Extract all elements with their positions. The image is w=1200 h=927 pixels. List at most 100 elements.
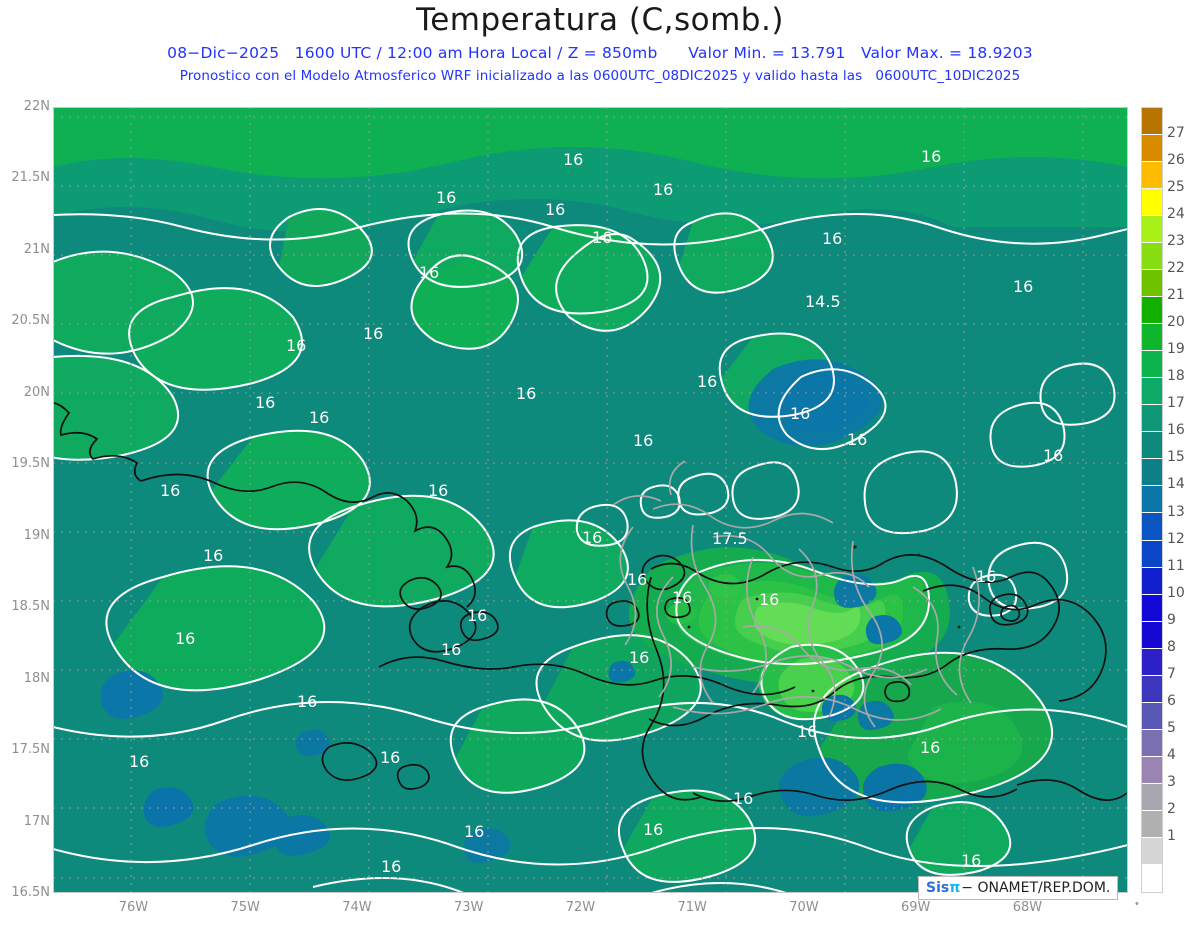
y-axis-tick-18N: 18N — [23, 670, 50, 686]
contour-label: 16 — [921, 147, 942, 166]
colorbar-swatch — [1142, 297, 1162, 325]
colorbar-tick-label: 15 — [1167, 449, 1185, 466]
page-title: Temperatura (C,somb.) — [416, 2, 784, 38]
contour-label: 16 — [1013, 277, 1034, 296]
contour-label: 16 — [653, 180, 674, 199]
x-axis-tick-72W: 72W — [565, 900, 596, 915]
colorbar-swatch — [1142, 567, 1162, 595]
colorbar-swatch — [1142, 351, 1162, 379]
contour-label: 16 — [160, 481, 181, 500]
contour-label: 16 — [920, 738, 941, 757]
colorbar-tick-label: 20 — [1167, 314, 1185, 331]
contour-label: 17.5 — [712, 529, 748, 548]
contour-label: 16 — [255, 393, 276, 412]
colorbar-swatch — [1142, 837, 1162, 865]
colorbar-tick-label: 3 — [1167, 773, 1176, 790]
y-axis-tick-17.5N: 17.5N — [11, 742, 50, 758]
colorbar-swatch — [1142, 513, 1162, 541]
colorbar-tick-label: 25 — [1167, 179, 1185, 196]
colorbar-swatch — [1142, 108, 1162, 136]
y-axis-tick-17N: 17N — [23, 813, 50, 829]
province-borders — [612, 460, 980, 728]
colorbar-tick-label: 19 — [1167, 341, 1185, 358]
x-axis-tick-76W: 76W — [118, 900, 149, 915]
colorbar-tick-label: 10 — [1167, 584, 1185, 601]
contour-label: 16 — [129, 752, 150, 771]
colorbar-swatch — [1142, 810, 1162, 838]
colorbar-swatch — [1142, 648, 1162, 676]
contour-lines-16c — [53, 208, 1128, 893]
forecast-meta-line-1: 08−Dic−2025 1600 UTC / 12:00 am Hora Loc… — [167, 44, 1033, 62]
x-axis-tick-70W: 70W — [789, 900, 819, 915]
colorbar-tick-label: 7 — [1167, 665, 1176, 682]
contour-label: 16 — [672, 588, 693, 607]
colorbar-swatch — [1142, 135, 1162, 163]
colorbar-swatch — [1142, 702, 1162, 730]
colorbar-swatch — [1142, 189, 1162, 217]
colorbar-swatch — [1142, 729, 1162, 757]
contour-label: 16 — [633, 431, 654, 450]
x-axis-tick-68W: 68W — [1012, 900, 1043, 915]
x-axis-tick-69W: 69W — [900, 900, 931, 915]
colorbar-tick-label: 4 — [1167, 746, 1176, 763]
colorbar-swatch — [1142, 540, 1162, 568]
contour-label: 16 — [759, 590, 780, 609]
contour-label: 16 — [976, 567, 997, 586]
x-axis-tick-71W: 71W — [677, 900, 707, 915]
contour-label: 16 — [847, 430, 868, 449]
contour-label: 16 — [380, 748, 401, 767]
y-axis-tick-21N: 21N — [23, 241, 50, 257]
x-axis-tick-73W: 73W — [453, 900, 484, 915]
y-axis-tick-19N: 19N — [23, 527, 50, 543]
y-axis-tick-16.5N: 16.5N — [11, 885, 50, 900]
colorbar-swatch — [1142, 594, 1162, 622]
map-canvas — [53, 107, 1128, 893]
logo-agency-text: − ONAMET/REP.DOM. — [961, 880, 1111, 896]
colorbar-tick-label: 8 — [1167, 638, 1176, 655]
corner-tick-mark: • — [1135, 898, 1139, 910]
colorbar-tick-label: 17 — [1167, 395, 1185, 412]
contour-label: 16 — [297, 692, 318, 711]
y-axis-tick-19.5N: 19.5N — [11, 456, 50, 472]
contour-label: 16 — [961, 851, 982, 870]
logo-pi-icon: π — [949, 880, 960, 896]
contour-label: 16 — [790, 404, 811, 423]
colorbar-tick-label: 9 — [1167, 611, 1176, 628]
colorbar-tick-label: 23 — [1167, 233, 1185, 250]
contour-label: 16 — [286, 336, 307, 355]
colorbar-tick-label: 27 — [1167, 125, 1185, 142]
colorbar-tick-label: 6 — [1167, 692, 1176, 709]
colorbar-swatch — [1142, 405, 1162, 433]
contour-label: 16 — [822, 229, 843, 248]
contour-label: 16 — [363, 324, 384, 343]
contour-label: 16 — [309, 408, 330, 427]
colorbar-tick-label: 5 — [1167, 719, 1176, 736]
x-axis-tick-74W: 74W — [342, 900, 372, 915]
colorbar-swatch — [1142, 459, 1162, 487]
colorbar-swatch — [1142, 432, 1162, 460]
contour-label: 16 — [441, 640, 462, 659]
colorbar[interactable] — [1141, 107, 1163, 893]
contour-label: 16 — [643, 820, 664, 839]
temperature-map-plot[interactable] — [53, 107, 1128, 893]
colorbar-swatch — [1142, 216, 1162, 244]
colorbar-swatch — [1142, 270, 1162, 298]
colorbar-swatch — [1142, 324, 1162, 352]
colorbar-tick-label: 21 — [1167, 287, 1185, 304]
logo-sis-text: Sis — [926, 880, 950, 896]
colorbar-tick-label: 24 — [1167, 206, 1185, 223]
y-axis-tick-22N: 22N — [23, 99, 50, 114]
forecast-meta-line-2: Pronostico con el Modelo Atmosferico WRF… — [179, 68, 1021, 84]
contour-label: 16 — [464, 822, 485, 841]
colorbar-tick-label: 1 — [1167, 827, 1176, 844]
colorbar-tick-label: 14 — [1167, 476, 1185, 493]
contour-label: 16 — [733, 789, 754, 808]
colorbar-swatch — [1142, 675, 1162, 703]
colorbar-tick-label: 12 — [1167, 530, 1185, 547]
colorbar-tick-label: 11 — [1167, 557, 1185, 574]
contour-label: 16 — [381, 857, 402, 876]
colorbar-swatch — [1142, 243, 1162, 271]
y-axis-tick-20.5N: 20.5N — [11, 313, 50, 329]
contour-label: 16 — [592, 228, 613, 247]
colorbar-tick-label: 22 — [1167, 260, 1185, 277]
